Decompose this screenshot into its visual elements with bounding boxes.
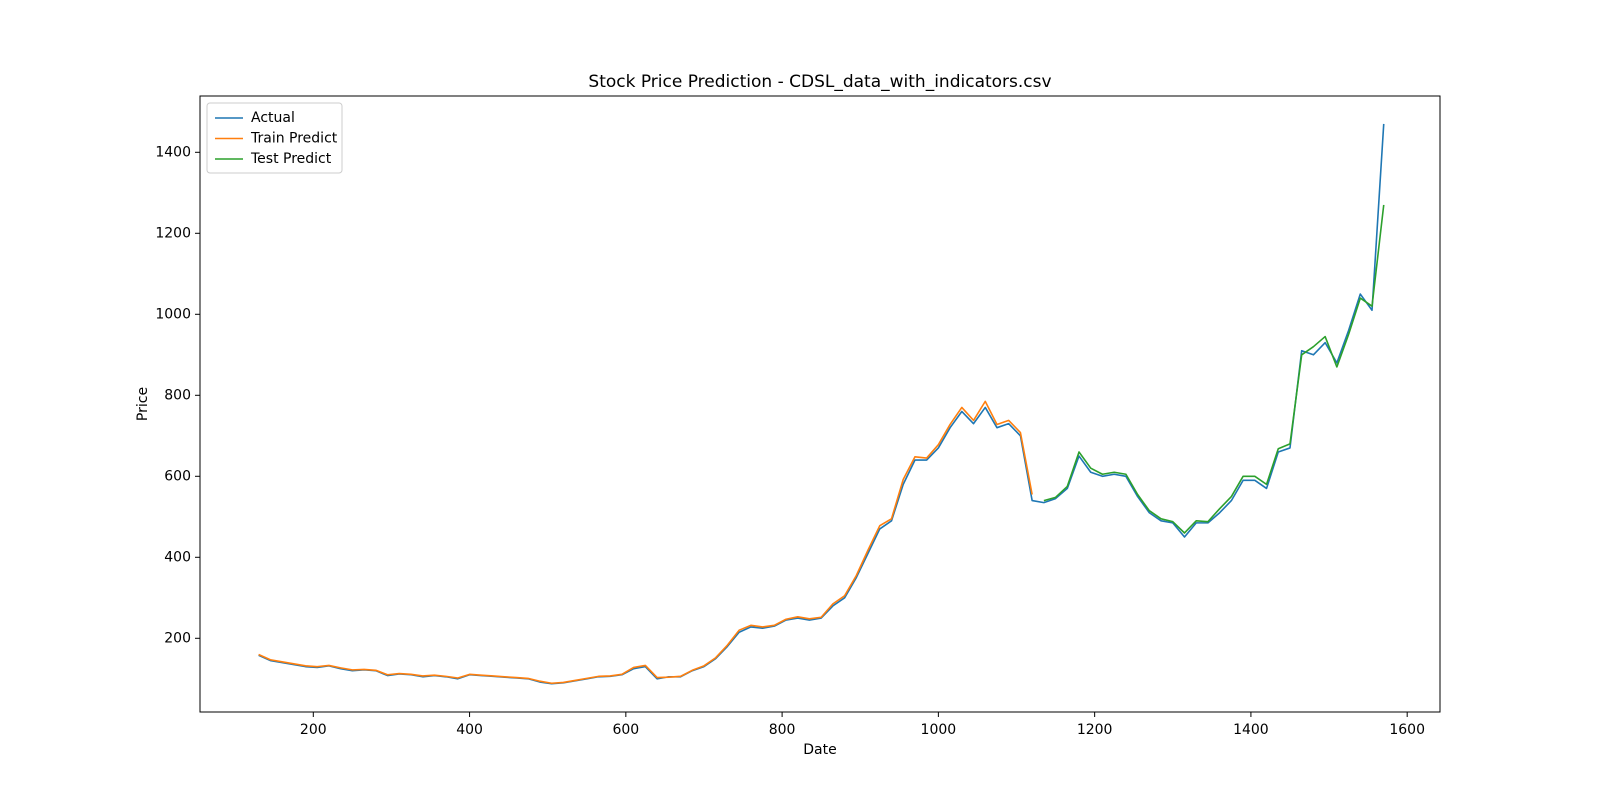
x-tick-label: 1400 — [1233, 722, 1269, 738]
legend-box — [206, 102, 343, 174]
x-tick-label: 600 — [612, 722, 639, 738]
x-tick-label: 1600 — [1389, 722, 1425, 738]
y-tick-label: 800 — [164, 387, 191, 403]
y-tick-label: 400 — [164, 549, 191, 565]
chart-title: Stock Price Prediction - CDSL_data_with_… — [588, 72, 1051, 92]
legend-label: Actual — [251, 110, 295, 126]
x-axis-label: Date — [803, 742, 836, 758]
series-line — [258, 400, 1033, 685]
legend-label: Test Predict — [250, 151, 332, 167]
series-line — [258, 123, 1385, 685]
x-tick-label: 1000 — [921, 722, 957, 738]
x-tick-label: 800 — [769, 722, 796, 738]
x-tick-label: 200 — [300, 722, 327, 738]
y-axis-label: Price — [135, 387, 151, 421]
y-tick-label: 1000 — [155, 306, 191, 322]
plot-frame — [199, 95, 1441, 713]
x-tick-label: 1200 — [1077, 722, 1113, 738]
y-tick-label: 600 — [164, 468, 191, 484]
y-tick-label: 200 — [164, 630, 191, 646]
x-tick-label: 400 — [456, 722, 483, 738]
y-tick-label: 1400 — [155, 144, 191, 160]
legend-label: Train Predict — [250, 131, 338, 147]
y-tick-label: 1200 — [155, 225, 191, 241]
series-line — [1043, 204, 1385, 534]
